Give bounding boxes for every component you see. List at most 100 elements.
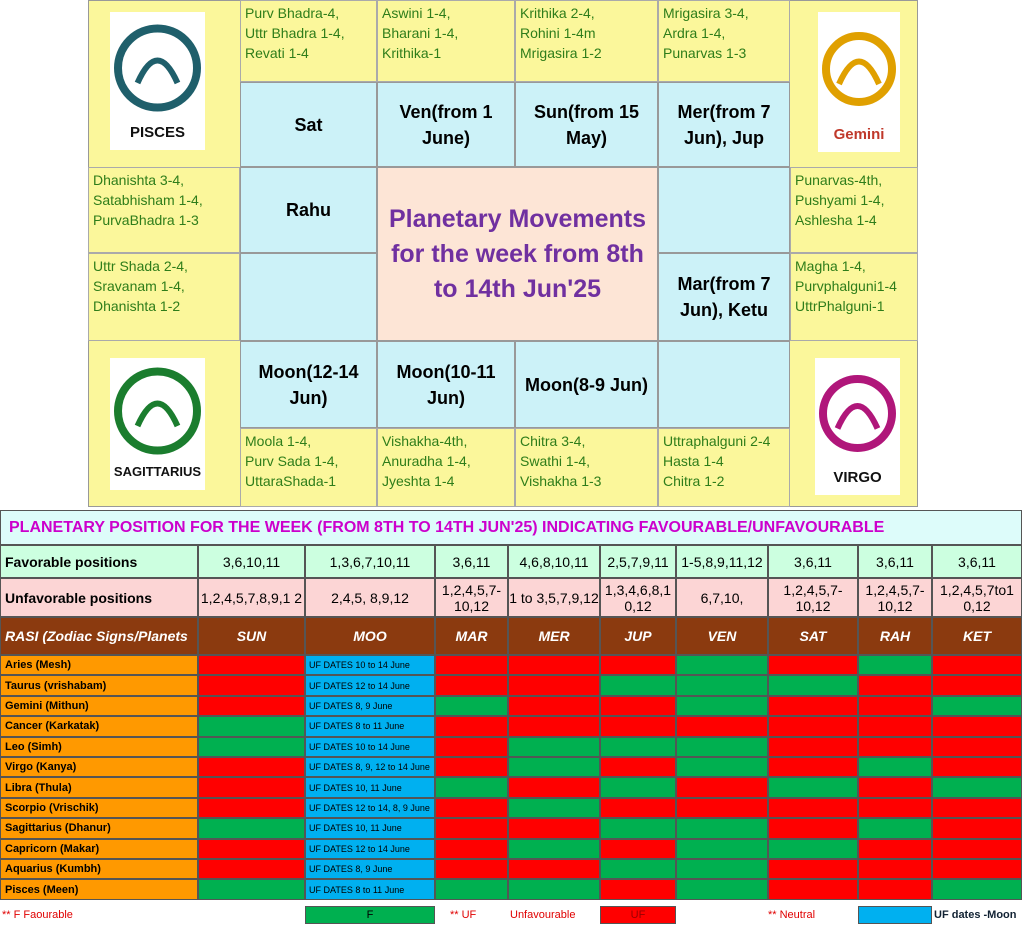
status-cell bbox=[676, 695, 768, 717]
icon-art bbox=[114, 24, 201, 112]
row-cell: MER bbox=[508, 617, 600, 655]
nakshatra-line: Hasta 1-4 bbox=[663, 453, 724, 469]
moon-cell: UF DATES 10 to 14 June bbox=[305, 655, 435, 676]
zodiac-label: PISCES bbox=[129, 124, 186, 141]
nakshatra-line: Jyeshta 1-4 bbox=[382, 473, 455, 489]
status-cell bbox=[198, 859, 305, 880]
nakshatra-line: Mrigasira 3-4, bbox=[663, 5, 749, 21]
status-cell bbox=[768, 879, 858, 900]
row-label: RASI (Zodiac Signs/Planets bbox=[0, 617, 198, 655]
status-cell bbox=[858, 655, 932, 676]
nakshatra-cell: Vishakha-4th, Anuradha 1-4, Jyeshta 1-4 bbox=[377, 428, 515, 507]
status-cell bbox=[198, 675, 305, 696]
status-cell bbox=[508, 695, 600, 717]
sign-label: Scorpio (Vrischik) bbox=[0, 797, 198, 819]
sign-label: Leo (Simh) bbox=[0, 736, 198, 757]
row-cell: 1,3,6,7,10,11 bbox=[305, 545, 435, 578]
status-cell bbox=[676, 838, 768, 859]
planet-cell: Moon(8-9 Jun) bbox=[515, 341, 658, 428]
status-cell bbox=[676, 859, 768, 880]
status-cell bbox=[932, 797, 1022, 819]
planet-cell: Rahu bbox=[240, 167, 377, 253]
row-cell: KET bbox=[932, 617, 1022, 655]
status-cell bbox=[508, 736, 600, 757]
status-cell bbox=[435, 818, 508, 839]
sign-label: Gemini (Mithun) bbox=[0, 695, 198, 717]
status-cell bbox=[600, 655, 676, 676]
moon-cell: UF DATES 12 to 14, 8, 9 June bbox=[305, 797, 435, 819]
status-cell bbox=[858, 838, 932, 859]
status-cell bbox=[508, 859, 600, 880]
status-cell bbox=[435, 655, 508, 676]
status-cell bbox=[600, 879, 676, 900]
status-cell bbox=[858, 879, 932, 900]
nakshatra-line: Ardra 1-4, bbox=[663, 25, 726, 41]
nakshatra-line: Moola 1-4, bbox=[245, 433, 312, 449]
planet-cell bbox=[658, 167, 790, 253]
planet-cell: Sun(from 15 May) bbox=[515, 82, 658, 167]
status-cell bbox=[768, 757, 858, 778]
status-cell bbox=[508, 757, 600, 778]
legend-text: ** Neutral bbox=[768, 909, 816, 921]
nakshatra-line: Uttr Bhadra 1-4, bbox=[245, 25, 345, 41]
legend-text: ** F Faourable bbox=[2, 909, 73, 921]
nakshatra-line: PurvaBhadra 1-3 bbox=[93, 212, 199, 228]
nakshatra-line: UttaraShada-1 bbox=[245, 473, 337, 489]
status-cell bbox=[600, 818, 676, 839]
status-cell bbox=[198, 695, 305, 717]
status-cell bbox=[435, 777, 508, 798]
status-cell bbox=[858, 695, 932, 717]
icon-art bbox=[822, 32, 896, 106]
row-cell: 6,7,10, bbox=[676, 578, 768, 617]
nakshatra-cell: Purv Bhadra-4, Uttr Bhadra 1-4, Revati 1-4 bbox=[240, 0, 377, 82]
table-title: PLANETARY POSITION FOR THE WEEK (FROM 8T… bbox=[0, 510, 1022, 545]
row-cell: 3,6,11 bbox=[858, 545, 932, 578]
status-cell bbox=[508, 655, 600, 676]
row-cell: 3,6,11 bbox=[435, 545, 508, 578]
legend-box bbox=[858, 906, 932, 924]
status-cell bbox=[932, 675, 1022, 696]
status-cell bbox=[932, 777, 1022, 798]
nakshatra-line: Dhanishta 1-2 bbox=[93, 298, 181, 314]
status-cell bbox=[858, 716, 932, 737]
legend-text: ** UF bbox=[450, 909, 477, 921]
moon-cell: UF DATES 8, 9, 12 to 14 June bbox=[305, 757, 435, 778]
status-cell bbox=[858, 818, 932, 839]
status-cell bbox=[600, 838, 676, 859]
status-cell bbox=[600, 757, 676, 778]
planet-cell: Mer(from 7 Jun), Jup bbox=[658, 82, 790, 167]
status-cell bbox=[932, 859, 1022, 880]
status-cell bbox=[932, 736, 1022, 757]
moon-cell: UF DATES 8 to 11 June bbox=[305, 879, 435, 900]
chart-title: Planetary Movements for the week from 8t… bbox=[377, 167, 658, 341]
status-cell bbox=[932, 757, 1022, 778]
status-cell bbox=[676, 777, 768, 798]
nakshatra-line: Aswini 1-4, bbox=[382, 5, 451, 21]
status-cell bbox=[435, 879, 508, 900]
nakshatra-cell: Mrigasira 3-4, Ardra 1-4, Punarvas 1-3 bbox=[658, 0, 790, 82]
nakshatra-line: Satabhisham 1-4, bbox=[93, 192, 203, 208]
status-cell bbox=[858, 777, 932, 798]
nakshatra-line: Punarvas-4th, bbox=[795, 172, 883, 188]
planet-cell: Moon(10-11 Jun) bbox=[377, 341, 515, 428]
moon-cell: UF DATES 10, 11 June bbox=[305, 777, 435, 798]
icon-art bbox=[819, 375, 896, 452]
status-cell bbox=[768, 859, 858, 880]
planet-cell bbox=[658, 341, 790, 428]
row-cell: SAT bbox=[768, 617, 858, 655]
status-cell bbox=[508, 879, 600, 900]
nakshatra-cell: Punarvas-4th, Pushyami 1-4, Ashlesha 1-4 bbox=[790, 167, 918, 253]
status-cell bbox=[508, 716, 600, 737]
planet-cell: Ven(from 1 June) bbox=[377, 82, 515, 167]
sign-label: Taurus (vrishabam) bbox=[0, 675, 198, 696]
nakshatra-line: Purv Sada 1-4, bbox=[245, 453, 339, 469]
nakshatra-cell: Uttraphalguni 2-4 Hasta 1-4 Chitra 1-2 bbox=[658, 428, 790, 507]
legend-box: F bbox=[305, 906, 435, 924]
status-cell bbox=[198, 716, 305, 737]
planet-cell: Mar(from 7 Jun), Ketu bbox=[658, 253, 790, 341]
row-cell: 1-5,8,9,11,12 bbox=[676, 545, 768, 578]
moon-cell: UF DATES 8, 9 June bbox=[305, 859, 435, 880]
status-cell bbox=[768, 716, 858, 737]
row-label: Unfavorable positions bbox=[0, 578, 198, 617]
status-cell bbox=[435, 838, 508, 859]
